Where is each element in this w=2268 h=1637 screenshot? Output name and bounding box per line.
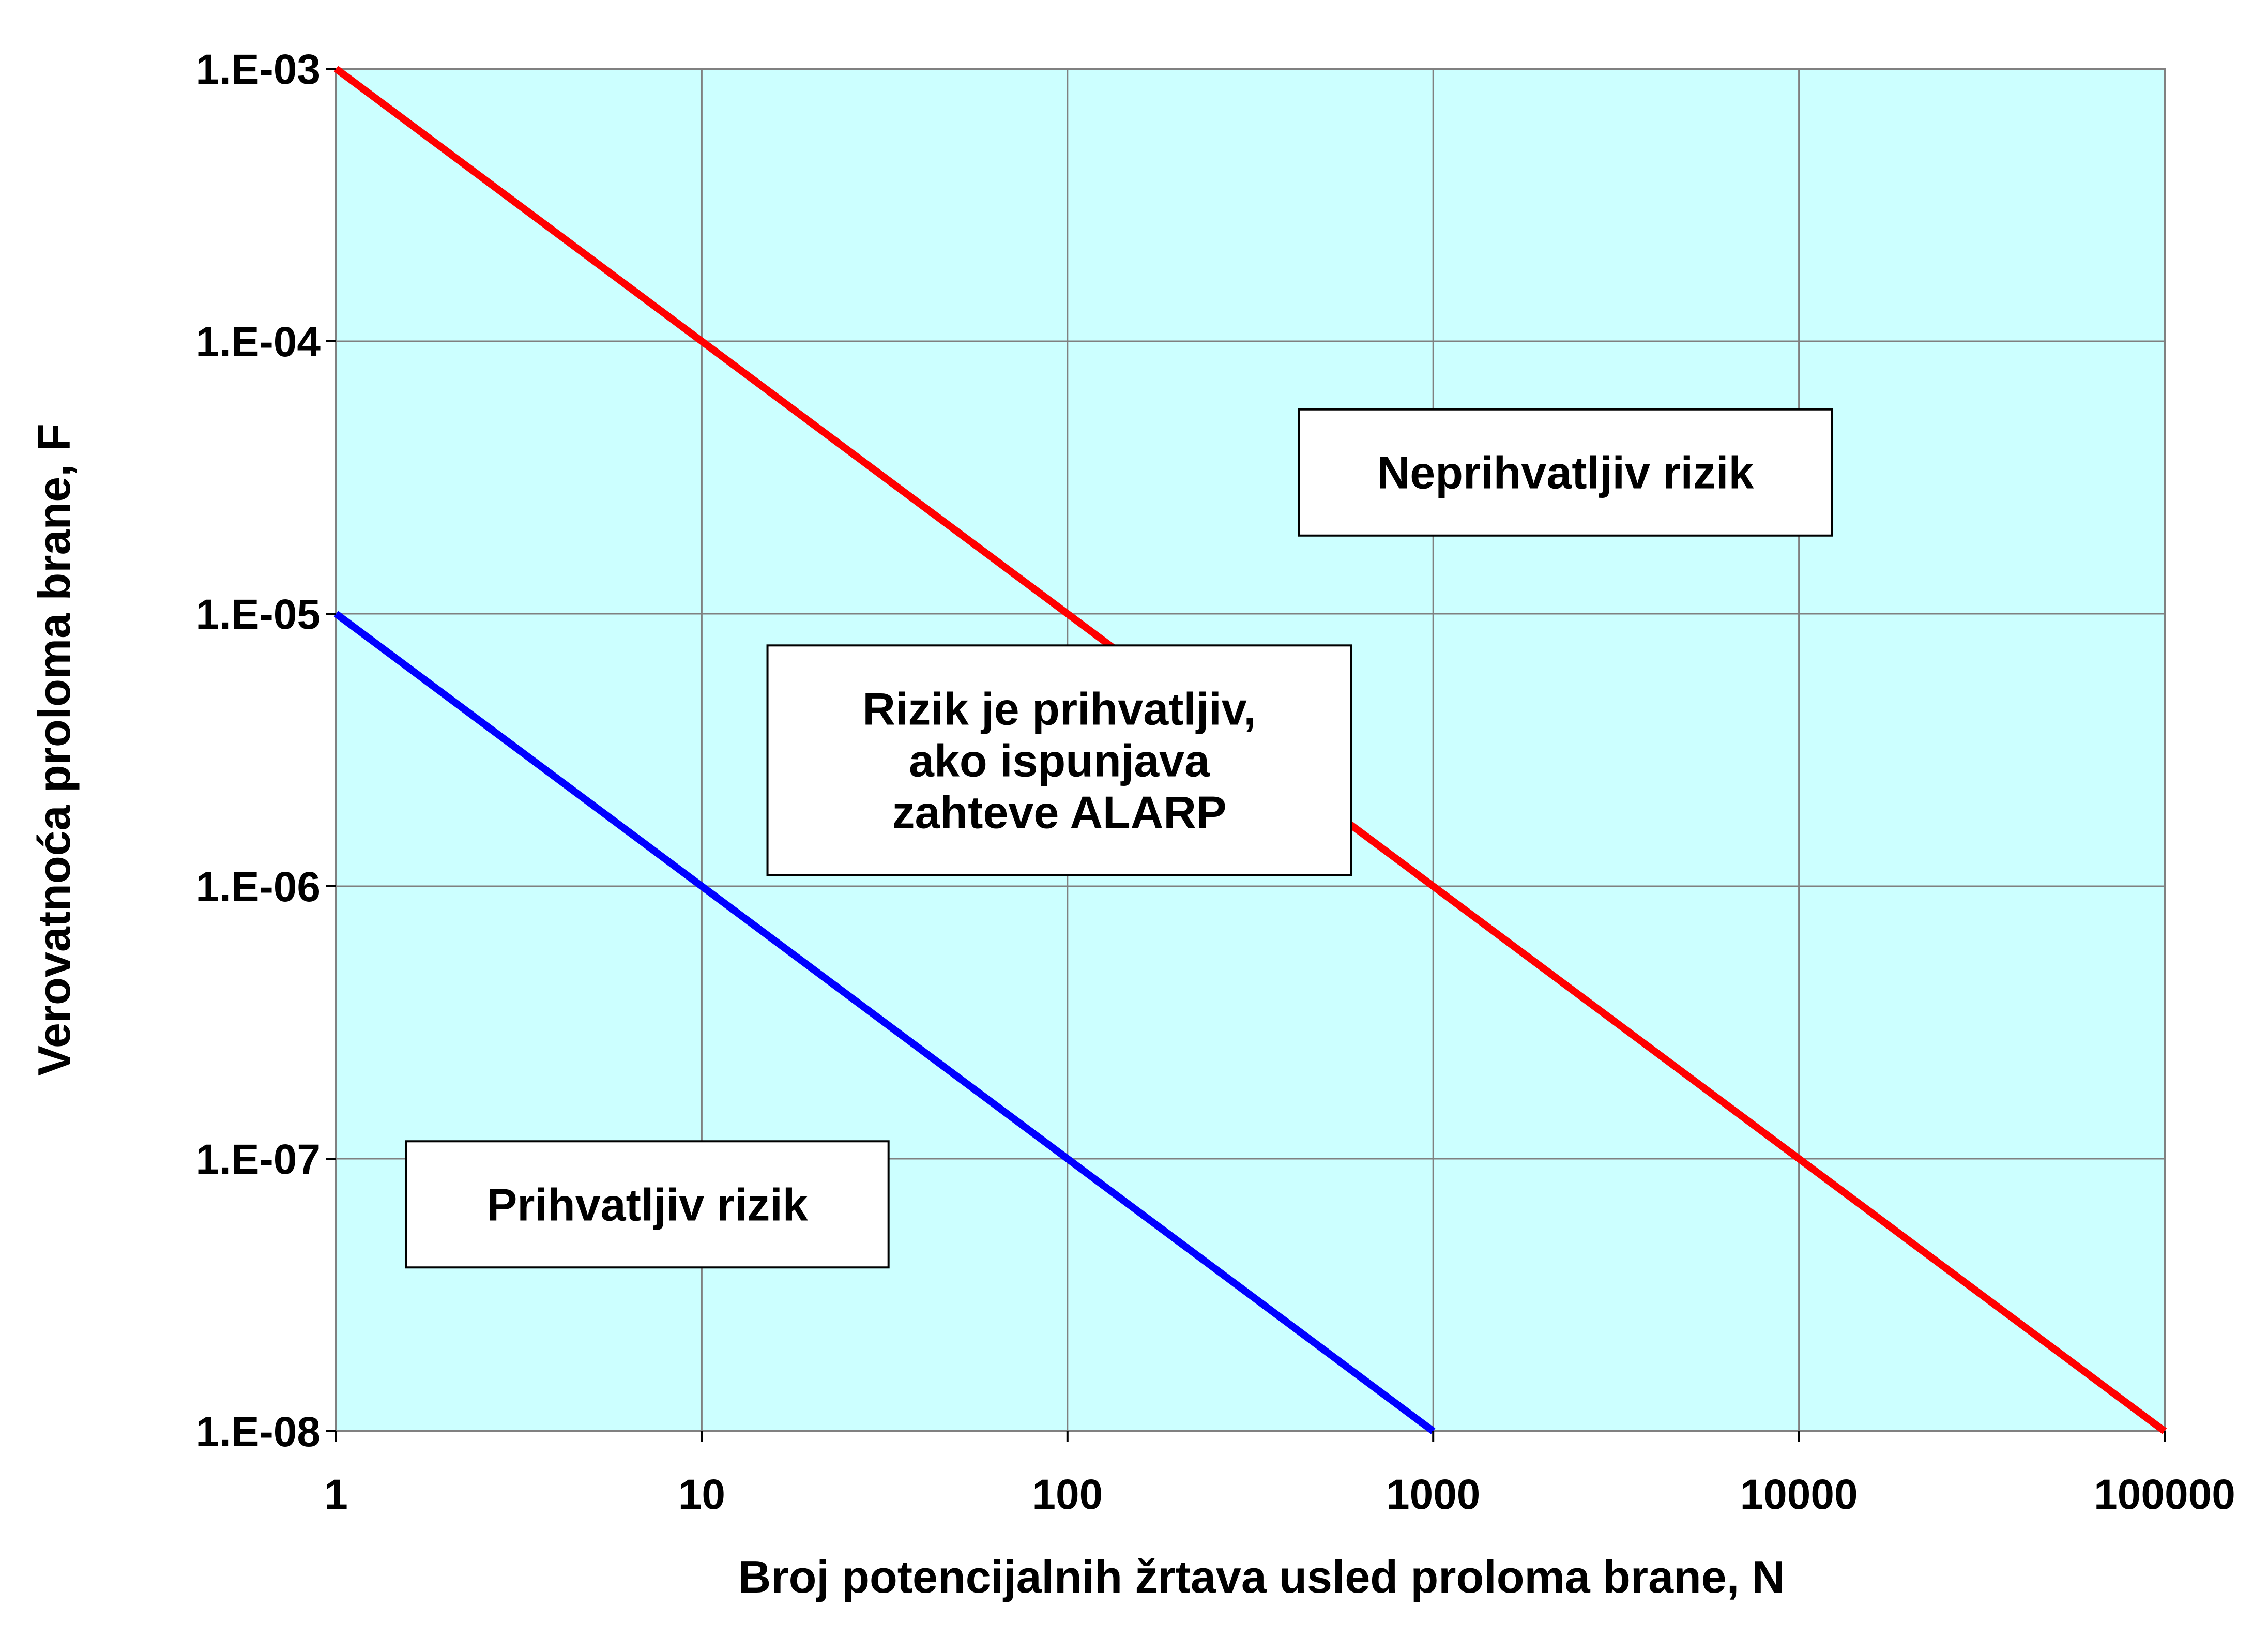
annotation-text-unacceptable-0: Neprihvatljiv rizik <box>1377 447 1755 498</box>
y-tick-label-5: 1.E-08 <box>195 1408 321 1456</box>
y-tick-label-4: 1.E-07 <box>195 1136 321 1183</box>
x-tick-label-5: 100000 <box>2094 1471 2235 1518</box>
annotation-box-unacceptable <box>1298 408 1833 537</box>
series-line-1 <box>333 611 1436 1434</box>
x-tick-label-4: 10000 <box>1740 1471 1858 1518</box>
x-tick-label-2: 100 <box>1032 1471 1103 1518</box>
x-axis-title: Broj potencijalnih žrtava usled proloma … <box>738 1551 1785 1602</box>
y-tick-label-3: 1.E-06 <box>195 863 321 911</box>
annotation-acceptable: Prihvatljiv rizik <box>405 1140 890 1269</box>
y-axis-title: Verovatnoća proloma brane, F <box>28 423 80 1076</box>
y-tick-label-1: 1.E-04 <box>195 319 321 366</box>
annotation-text-alarp-2: zahteve ALARP <box>892 786 1226 838</box>
annotation-box-acceptable <box>405 1140 890 1269</box>
annotations: Neprihvatljiv rizik Rizik je prihvatljiv,… <box>405 408 1833 1269</box>
annotation-text-alarp-0: Rizik je prihvatljiv, <box>862 683 1256 734</box>
x-tick-labels: 1 10 100 1000 10000 100000 <box>324 1431 2235 1518</box>
x-tick-label-0: 1 <box>324 1471 348 1518</box>
annotation-text-alarp-1: ako ispunjava <box>909 735 1210 786</box>
annotation-text-acceptable-0: Prihvatljiv rizik <box>487 1179 809 1230</box>
annotation-unacceptable: Neprihvatljiv rizik <box>1298 408 1833 537</box>
x-tick-label-3: 1000 <box>1386 1471 1480 1518</box>
y-tick-label-0: 1.E-03 <box>195 46 321 93</box>
annotation-box-alarp <box>766 644 1352 876</box>
x-tick-label-1: 10 <box>678 1471 725 1518</box>
grid-lines <box>335 68 2166 1432</box>
y-tick-labels: 1.E-03 1.E-04 1.E-05 1.E-06 1.E-07 1.E-08 <box>195 46 336 1456</box>
annotation-alarp: Rizik je prihvatljiv,ako ispunjavazahtev… <box>766 644 1352 876</box>
y-tick-label-2: 1.E-05 <box>195 591 321 638</box>
